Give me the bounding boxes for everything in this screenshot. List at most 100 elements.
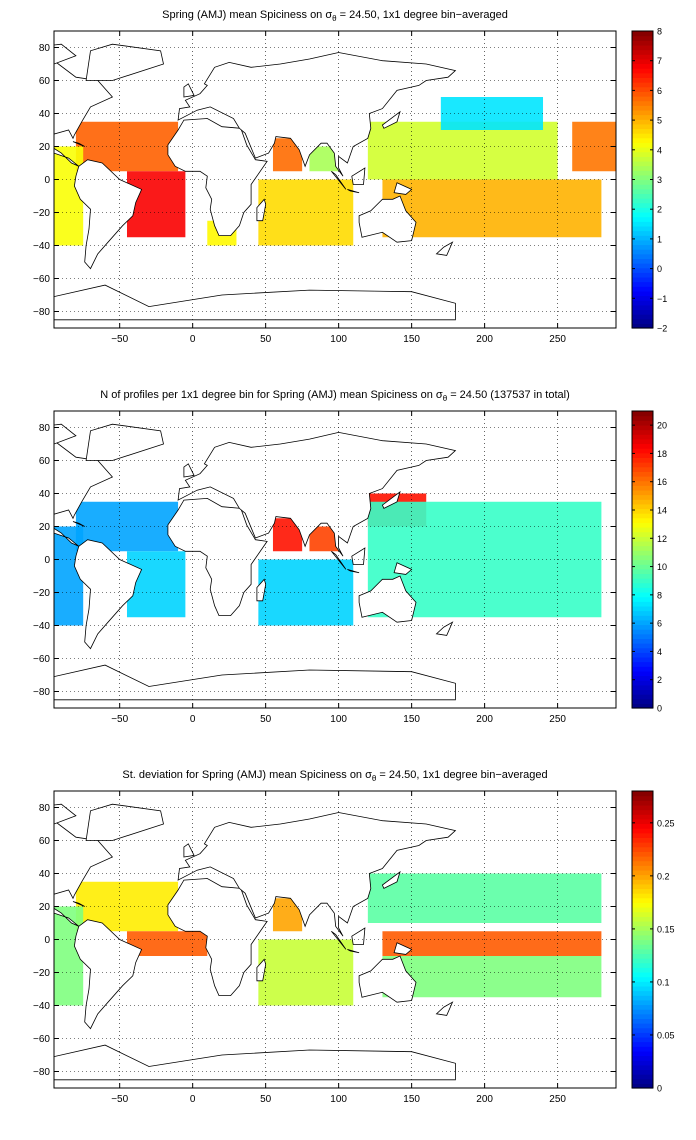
colorbar-tick-label: 16	[657, 477, 667, 487]
colorbar-band	[632, 147, 653, 153]
coastline	[54, 43, 457, 321]
colorbar-band	[632, 582, 653, 588]
colorbar-band	[632, 309, 653, 315]
colorbar-band	[632, 689, 653, 695]
x-tick-label: 50	[260, 1094, 272, 1105]
data-region-6	[367, 873, 602, 923]
colorbar-band	[632, 948, 653, 955]
y-tick-label: 40	[39, 869, 51, 880]
colorbar-band	[632, 411, 653, 417]
colorbar-band	[632, 545, 653, 551]
y-tick-label: −20	[33, 208, 50, 219]
landmass-8	[347, 949, 360, 954]
colorbar-band	[632, 170, 653, 176]
colorbar-band	[632, 513, 653, 519]
y-tick-label: 40	[39, 109, 51, 120]
landmass-16	[435, 1001, 454, 1016]
colorbar-band	[632, 174, 653, 181]
colorbar-tick-label: −1	[657, 294, 667, 304]
y-tick-label: −20	[33, 968, 50, 979]
landmass-11	[393, 182, 413, 195]
colorbar-band	[632, 596, 653, 602]
colorbar-band	[632, 550, 653, 556]
colorbar-band	[632, 874, 653, 880]
colorbar-band	[632, 72, 653, 79]
colorbar-band	[632, 1064, 653, 1071]
landmass-5	[177, 52, 457, 177]
colorbar-band	[632, 1069, 653, 1075]
colorbar-band	[632, 188, 653, 195]
colorbar-band	[632, 809, 653, 815]
colorbar-band	[632, 962, 653, 968]
chart-title-main: N of profiles per 1x1 degree bin for Spr…	[100, 389, 443, 401]
colorbar-band	[632, 643, 653, 649]
colorbar-band	[632, 795, 653, 801]
chart-title: N of profiles per 1x1 degree bin for Spr…	[100, 389, 570, 403]
landmass-12	[85, 423, 164, 461]
colorbar-band	[632, 202, 653, 208]
colorbar-band	[632, 128, 653, 134]
landmass-7	[331, 170, 347, 190]
data-region-2	[126, 171, 186, 238]
data-regions	[54, 97, 616, 246]
colorbar-band	[632, 438, 653, 445]
chart-title-subscript: θ	[443, 394, 448, 403]
chart-title-main: St. deviation for Spring (AMJ) mean Spic…	[122, 769, 372, 781]
colorbar-band	[632, 666, 653, 672]
grid	[54, 31, 616, 328]
colorbar-band	[632, 137, 653, 143]
data-region-10	[440, 97, 544, 130]
colorbar-band	[632, 276, 653, 283]
colorbar-band	[632, 930, 653, 936]
colorbar-band	[632, 1050, 653, 1057]
x-tick-label: 200	[476, 1094, 493, 1105]
landmass-13	[54, 803, 77, 825]
colorbar-band	[632, 559, 653, 565]
colorbar-band	[632, 40, 653, 46]
landmass-6	[358, 575, 417, 623]
landmass-9	[351, 547, 366, 565]
colorbar-band	[632, 883, 653, 890]
chart-title-rest: = 24.50, 1x1 degree bin−averaged	[337, 9, 508, 21]
x-tick-label: 0	[190, 714, 196, 725]
colorbar-band	[632, 323, 653, 329]
colorbar-band	[632, 1013, 653, 1019]
colorbar-band	[632, 1023, 653, 1029]
colorbar-band	[632, 68, 653, 74]
colorbar-band	[632, 587, 653, 593]
chart-title-main: Spring (AMJ) mean Spiciness on σ	[162, 9, 332, 21]
colorbar-band	[632, 615, 653, 621]
data-region-3	[54, 146, 84, 246]
colorbar-band	[632, 304, 653, 311]
colorbar-band	[632, 564, 653, 570]
grid	[54, 411, 616, 708]
colorbar-tick-label: 0	[657, 1084, 662, 1094]
landmass-6	[358, 195, 417, 243]
colorbar-band	[632, 1083, 653, 1089]
data-region-8	[382, 956, 602, 998]
colorbar-band	[632, 165, 653, 171]
colorbar-band	[632, 1009, 653, 1015]
colorbar-band	[632, 605, 653, 612]
landmass-13	[54, 43, 77, 65]
colorbar-band	[632, 119, 653, 125]
colorbar-band	[632, 466, 653, 472]
chart-title-subscript: θ	[372, 774, 377, 783]
colorbar-band	[632, 193, 653, 199]
colorbar-tick-label: −2	[657, 324, 667, 334]
colorbar-frame	[631, 410, 654, 709]
colorbar-band	[632, 694, 653, 700]
colorbar-band	[632, 239, 653, 246]
y-tick-label: 80	[39, 803, 51, 814]
y-tick-label: 0	[44, 555, 50, 566]
colorbar-band	[632, 925, 653, 931]
colorbar-band	[632, 860, 653, 866]
colorbar-tick-label: 0.25	[657, 818, 675, 828]
colorbar-band	[632, 31, 653, 37]
y-tick-label: 80	[39, 423, 51, 434]
x-tick-label: 250	[549, 1094, 566, 1105]
colorbar-band	[632, 828, 653, 834]
colorbar-band	[632, 452, 653, 459]
landmass-4	[256, 958, 267, 982]
